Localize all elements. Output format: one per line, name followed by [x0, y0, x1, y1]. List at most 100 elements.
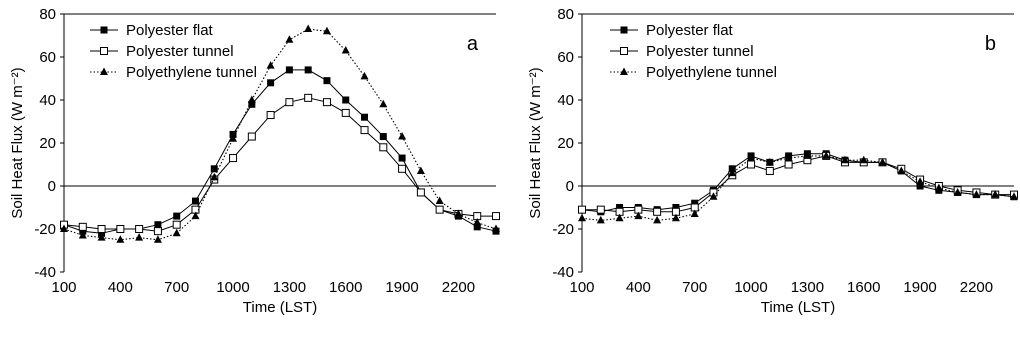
data-point	[709, 192, 718, 200]
x-tick-label: 100	[51, 279, 76, 296]
x-tick-label: 1300	[791, 279, 824, 296]
data-point	[765, 157, 774, 166]
data-point	[60, 224, 68, 232]
data-point	[304, 93, 313, 102]
data-point	[596, 205, 605, 214]
x-tick-label: 1300	[273, 279, 306, 296]
data-point	[747, 160, 756, 169]
data-point	[266, 61, 275, 69]
data-point	[398, 154, 406, 162]
data-point	[991, 190, 1000, 198]
x-tick-label: 2200	[960, 279, 993, 296]
data-point	[379, 133, 387, 141]
y-tick-label: 20	[557, 135, 574, 152]
data-point	[765, 166, 774, 175]
data-point	[671, 213, 680, 222]
data-point	[154, 221, 162, 229]
series-polyethylene-tunnel	[578, 151, 1018, 224]
legend-marker	[620, 26, 628, 34]
data-point	[916, 177, 925, 185]
legend-entry: Polyester tunnel	[90, 43, 234, 60]
x-axis-label: Time (LST)	[243, 299, 317, 316]
data-point	[691, 199, 699, 207]
data-point	[784, 160, 793, 169]
legend-label: Polyethylene tunnel	[126, 64, 257, 81]
data-point	[953, 187, 962, 196]
legend-label: Polyethylene tunnel	[646, 64, 777, 81]
x-tick-label: 1900	[903, 279, 936, 296]
x-axis-label: Time (LST)	[761, 299, 835, 316]
y-tick-label: -40	[552, 264, 574, 281]
data-point	[285, 66, 293, 74]
data-point	[360, 126, 369, 135]
y-tick-label: 60	[557, 49, 574, 66]
y-tick-label: 80	[557, 6, 574, 23]
y-tick-label: 20	[39, 135, 56, 152]
data-point	[379, 143, 388, 152]
data-point	[116, 225, 125, 233]
y-tick-label: -20	[552, 221, 574, 238]
data-point	[210, 172, 219, 181]
data-point	[416, 166, 425, 174]
data-point	[454, 209, 463, 217]
legend-entry: Polyester tunnel	[610, 43, 754, 60]
data-point	[653, 207, 662, 216]
data-point	[116, 235, 125, 243]
data-point	[578, 205, 586, 214]
legend-marker	[100, 67, 108, 75]
data-point	[616, 204, 624, 211]
data-point	[492, 212, 500, 221]
data-point	[135, 225, 144, 233]
data-point	[615, 213, 624, 222]
y-tick-label: 0	[566, 178, 574, 195]
y-tick-label: 60	[39, 49, 56, 66]
legend-entry: Polyester flat	[610, 22, 734, 39]
data-point	[97, 225, 106, 233]
x-tick-label: 1900	[385, 279, 418, 296]
data-point	[322, 98, 331, 107]
series-polyester-flat	[578, 150, 1018, 216]
y-tick-label: 80	[39, 6, 56, 23]
x-tick-label: 2200	[442, 279, 475, 296]
data-point	[285, 98, 294, 107]
x-tick-label: 100	[569, 279, 594, 296]
data-point	[191, 197, 199, 205]
data-point	[916, 182, 924, 190]
data-point	[191, 211, 200, 220]
data-point	[322, 26, 331, 35]
data-point	[285, 35, 294, 43]
y-tick-label: 40	[39, 92, 56, 109]
series-line	[63, 97, 496, 232]
data-point	[897, 166, 906, 174]
data-point	[728, 168, 737, 177]
data-point	[578, 213, 586, 222]
data-point	[435, 205, 444, 214]
data-point	[341, 108, 350, 117]
data-point	[398, 164, 407, 173]
data-point	[492, 224, 500, 232]
series-line	[63, 28, 497, 241]
data-point	[341, 46, 350, 54]
data-point	[634, 211, 643, 220]
series-polyester-flat	[60, 66, 500, 237]
series-line	[582, 155, 1014, 213]
y-tick-label: -20	[34, 221, 56, 238]
data-point	[78, 222, 87, 231]
data-point	[473, 223, 481, 231]
x-tick-label: 400	[626, 279, 651, 296]
legend-label: Polyester tunnel	[646, 43, 754, 60]
data-point	[229, 154, 238, 163]
x-tick-label: 700	[164, 279, 189, 296]
series-line	[581, 155, 1015, 221]
panel-letter: a	[467, 33, 479, 55]
legend-entry: Polyethylene tunnel	[610, 64, 777, 81]
data-point	[653, 215, 662, 224]
data-point	[803, 151, 812, 159]
data-point	[247, 95, 256, 103]
data-point	[247, 132, 256, 141]
y-axis-label: Soil Heat Flux (W m⁻²)	[9, 67, 26, 218]
data-point	[267, 79, 275, 87]
data-point	[435, 196, 444, 205]
data-point	[323, 77, 331, 85]
data-point	[822, 151, 831, 159]
